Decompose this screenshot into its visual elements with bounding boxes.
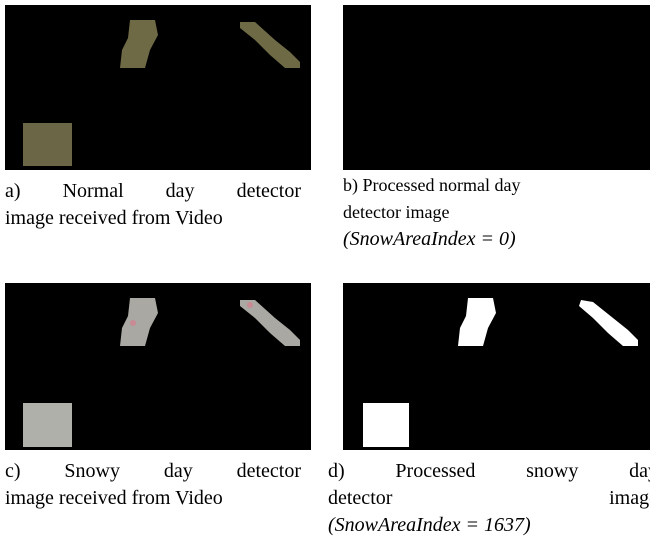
caption-index: (SnowAreaIndex = 1637) [328,514,531,536]
tint [247,302,253,308]
processed-normal-image [343,5,650,170]
snow-area [579,300,638,346]
caption-line: c) Snowy day detector [5,460,301,482]
caption-line: image received from Video [5,487,223,509]
detector-zone [23,123,72,166]
caption-index: (SnowAreaIndex = 0) [343,228,516,250]
normal-image [5,5,311,170]
caption: b) Processed normal day detector image (… [343,172,643,253]
snowy-image [5,283,311,450]
caption-line: a) Normal day detector [5,180,301,202]
detector-zone [120,20,158,68]
caption-line: detector image [343,202,450,222]
caption-line: b) Processed normal day [343,175,521,195]
snow-area [363,403,409,447]
detector-zone [240,22,300,68]
detector-zone [120,298,158,346]
caption-line: detector image [328,487,650,509]
caption: d) Processed snowy day detector image (S… [328,458,650,539]
caption-line: image received from Video [5,207,223,229]
caption: c) Snowy day detector image received fro… [5,458,301,512]
caption-line: d) Processed snowy day [328,460,650,482]
processed-snowy-image [343,283,650,450]
tint [130,320,136,326]
snow-area [458,298,496,346]
detector-zone [23,403,72,447]
detector-zone [240,300,300,346]
caption: a) Normal day detector image received fr… [5,178,301,232]
